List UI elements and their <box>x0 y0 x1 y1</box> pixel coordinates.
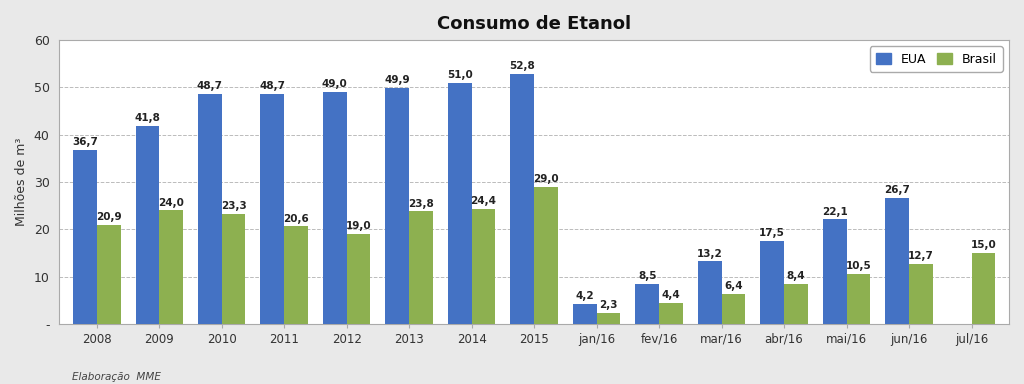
Text: 51,0: 51,0 <box>446 70 473 80</box>
Title: Consumo de Etanol: Consumo de Etanol <box>437 15 631 33</box>
Text: 52,8: 52,8 <box>509 61 536 71</box>
Text: 22,1: 22,1 <box>822 207 848 217</box>
Bar <box>823 219 847 324</box>
Text: 23,3: 23,3 <box>221 201 247 211</box>
Bar <box>886 198 909 324</box>
Text: 29,0: 29,0 <box>534 174 559 184</box>
Bar <box>535 187 558 324</box>
Text: 4,2: 4,2 <box>575 291 594 301</box>
Bar <box>597 313 621 324</box>
Text: 19,0: 19,0 <box>346 221 372 231</box>
Bar <box>323 92 347 324</box>
Text: 4,4: 4,4 <box>662 290 680 300</box>
Bar <box>198 94 222 324</box>
Text: 8,4: 8,4 <box>786 271 805 281</box>
Bar <box>410 211 433 324</box>
Y-axis label: Milhões de m³: Milhões de m³ <box>15 138 28 226</box>
Text: 20,6: 20,6 <box>284 214 309 223</box>
Bar <box>260 94 285 324</box>
Bar <box>784 284 808 324</box>
Bar <box>73 150 96 324</box>
Text: 13,2: 13,2 <box>697 249 723 259</box>
Text: 20,9: 20,9 <box>96 212 122 222</box>
Text: 8,5: 8,5 <box>638 271 656 281</box>
Bar <box>847 274 870 324</box>
Text: 17,5: 17,5 <box>759 228 785 238</box>
Text: 24,0: 24,0 <box>158 197 184 208</box>
Bar <box>96 225 121 324</box>
Bar <box>972 253 995 324</box>
Text: 10,5: 10,5 <box>846 262 871 271</box>
Bar <box>135 126 160 324</box>
Text: 23,8: 23,8 <box>409 199 434 209</box>
Text: 2,3: 2,3 <box>599 300 617 310</box>
Bar <box>347 234 371 324</box>
Text: 12,7: 12,7 <box>908 251 934 261</box>
Text: 49,9: 49,9 <box>384 75 411 85</box>
Bar <box>697 262 722 324</box>
Text: 41,8: 41,8 <box>134 113 161 123</box>
Bar <box>722 294 745 324</box>
Text: 48,7: 48,7 <box>197 81 223 91</box>
Text: 49,0: 49,0 <box>322 79 348 89</box>
Bar <box>385 88 410 324</box>
Bar <box>285 227 308 324</box>
Legend: EUA, Brasil: EUA, Brasil <box>869 46 1002 72</box>
Bar <box>909 264 933 324</box>
Bar <box>635 284 659 324</box>
Bar <box>222 214 246 324</box>
Bar <box>447 83 472 324</box>
Text: 24,4: 24,4 <box>471 196 497 206</box>
Text: 26,7: 26,7 <box>884 185 910 195</box>
Bar <box>761 241 784 324</box>
Bar <box>160 210 183 324</box>
Text: 36,7: 36,7 <box>72 137 98 147</box>
Bar <box>472 209 496 324</box>
Bar <box>572 304 597 324</box>
Bar <box>659 303 683 324</box>
Text: 6,4: 6,4 <box>724 281 742 291</box>
Text: 48,7: 48,7 <box>259 81 286 91</box>
Text: 15,0: 15,0 <box>971 240 996 250</box>
Text: Elaboração  MME: Elaboração MME <box>72 372 161 382</box>
Bar <box>510 74 535 324</box>
